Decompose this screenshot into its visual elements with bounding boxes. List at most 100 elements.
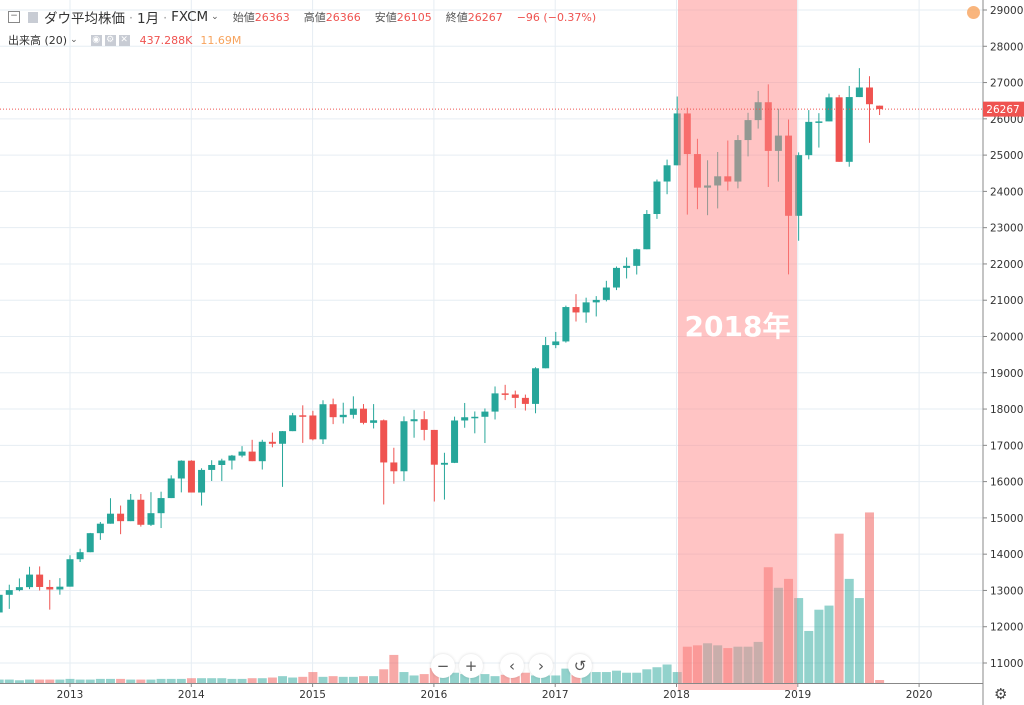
candle (36, 566, 44, 591)
volume-bar (105, 678, 115, 683)
zoom-in-button[interactable]: + (459, 654, 483, 678)
candle (511, 390, 519, 409)
price-axis[interactable]: 11000 12000 13000 14000 15000 16000 17000 18000… (983, 5, 1023, 670)
volume-bar (632, 672, 642, 683)
candle-body (309, 415, 317, 440)
candle (461, 402, 469, 428)
volume-label[interactable]: 出来高 (20) (8, 34, 68, 47)
high-value: 26366 (325, 10, 361, 24)
candle-body (410, 419, 418, 422)
volume-bar (298, 676, 308, 683)
reset-chart-button[interactable]: ↺ (568, 654, 592, 678)
volume-bar (267, 677, 277, 683)
volume-bar (338, 676, 348, 683)
candle (0, 594, 3, 613)
x-tick-label: 2016 (421, 689, 448, 701)
volume-bar (369, 676, 379, 683)
candle (855, 68, 863, 98)
candle-body (15, 587, 23, 591)
volume-bar (480, 674, 490, 683)
volume-bar (25, 679, 35, 683)
volume-legend: 出来高 (20) ⌄ ◉ ⚙ ✕ 437.288K 11.69M (8, 32, 241, 48)
volume-bar (389, 654, 399, 683)
candle-body (653, 181, 661, 214)
candle-body (258, 441, 266, 462)
candle (481, 408, 489, 444)
candle (633, 248, 641, 275)
current-price-tag: 26267 (983, 101, 1024, 117)
candle (268, 432, 276, 448)
data-source[interactable]: FXCM (171, 9, 209, 25)
gear-icon[interactable]: ⚙ (104, 34, 116, 46)
candle-body (673, 113, 681, 166)
candle-body (511, 394, 519, 398)
candle (289, 412, 297, 432)
settings-gear-icon[interactable]: ⚙ (994, 685, 1008, 703)
interval[interactable]: 1月 (136, 11, 160, 27)
volume-bar (278, 676, 288, 683)
candle (370, 404, 378, 429)
candle-body (147, 513, 155, 525)
candle (299, 405, 307, 443)
zoom-out-button[interactable]: − (431, 654, 455, 678)
time-axis[interactable]: 2013 2014 2015 2016 2017 2018 2019 2020 (57, 683, 933, 701)
volume-bar (460, 674, 470, 683)
volume-bar (186, 678, 196, 683)
candle-body (835, 97, 843, 162)
x-tick-label: 2017 (542, 689, 569, 701)
candle-body (349, 408, 357, 415)
candle-body (845, 97, 853, 162)
candle (825, 93, 833, 122)
volume-bar (622, 672, 632, 683)
close-icon[interactable]: ✕ (118, 34, 130, 46)
volume-value: 437.288K (139, 33, 193, 47)
candle-body (359, 408, 367, 423)
y-tick-label: 28000 (990, 41, 1023, 53)
candle (623, 257, 631, 279)
candle (279, 431, 287, 487)
high-label: 高値 (303, 11, 326, 24)
candle (127, 493, 135, 522)
volume-bar (510, 676, 520, 683)
candle-body (26, 574, 34, 588)
candle-body (390, 462, 398, 472)
candle (815, 113, 823, 148)
candle-body (198, 469, 206, 493)
candle-body (602, 287, 610, 300)
volume-bar (662, 664, 672, 683)
candle (572, 294, 580, 322)
eye-icon[interactable]: ◉ (90, 34, 102, 46)
candle-body (532, 368, 540, 404)
volume-bar (45, 679, 55, 683)
scroll-right-button[interactable]: › (529, 654, 553, 678)
collapse-icon[interactable]: − (8, 11, 20, 23)
candle-body (66, 559, 74, 587)
volume-bar (308, 672, 318, 683)
volume-bar (854, 598, 864, 683)
candle-body (96, 523, 104, 534)
scroll-left-button[interactable]: ‹ (500, 654, 524, 678)
candle (349, 396, 357, 419)
separator: · (163, 9, 168, 25)
chevron-down-icon[interactable]: ⌄ (211, 12, 219, 22)
candle (643, 210, 651, 250)
candle-body (420, 419, 428, 430)
candle (106, 498, 114, 524)
candle-body (440, 462, 448, 465)
volume-bar (75, 679, 85, 683)
candle (532, 367, 540, 414)
candle (56, 578, 64, 595)
candle (673, 96, 681, 166)
symbol-name[interactable]: ダウ平均株価 (44, 11, 125, 27)
candle-body (289, 415, 297, 432)
candle-body (0, 594, 3, 613)
candle (845, 85, 853, 167)
alert-indicator-icon[interactable] (967, 6, 980, 19)
candle (410, 409, 418, 438)
y-tick-label: 26000 (990, 114, 1023, 126)
volume-bar (227, 678, 237, 683)
candle-body (117, 513, 125, 522)
chevron-down-icon[interactable]: ⌄ (70, 35, 78, 45)
x-tick-label: 2019 (784, 689, 811, 701)
